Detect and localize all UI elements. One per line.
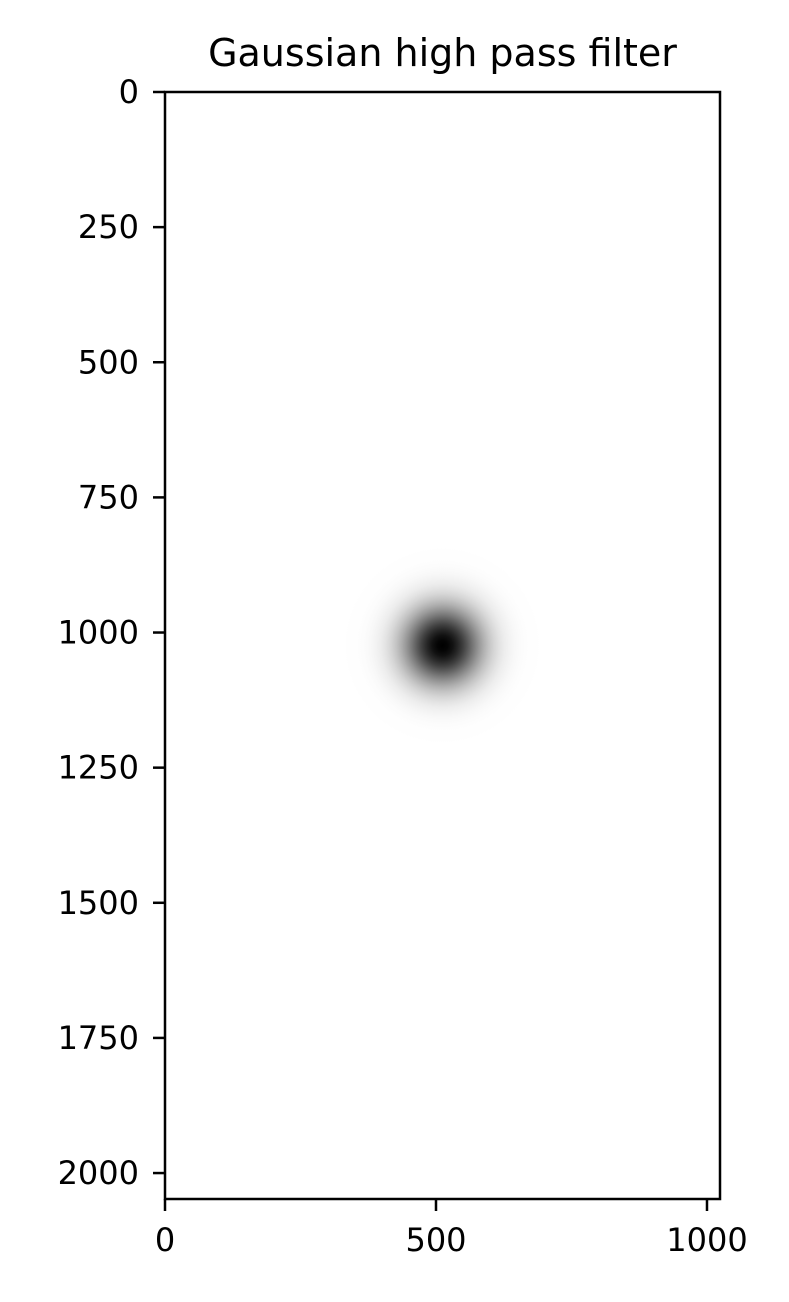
y-tick-label: 2000	[58, 1154, 139, 1192]
y-tick-label: 500	[78, 343, 139, 381]
x-tick-label: 500	[405, 1221, 466, 1259]
y-tick-label: 1500	[58, 884, 139, 922]
y-tick-label: 0	[119, 73, 139, 111]
y-axis: 0 250 500 750 1000 1250 1500 1750 2000	[58, 73, 165, 1192]
x-tick-label: 1000	[666, 1221, 747, 1259]
x-tick-label: 0	[155, 1221, 175, 1259]
y-tick-label: 750	[78, 478, 139, 516]
y-tick-label: 250	[78, 208, 139, 246]
filter-gaussian-spot	[165, 92, 720, 1199]
x-axis: 0 500 1000	[155, 1199, 748, 1259]
y-tick-label: 1250	[58, 749, 139, 787]
plot-area	[165, 92, 720, 1199]
axes-frame	[163, 90, 722, 1201]
y-tick-label: 1750	[58, 1019, 139, 1057]
y-tick-label: 1000	[58, 614, 139, 652]
chart-title: Gaussian high pass filter	[208, 31, 677, 75]
